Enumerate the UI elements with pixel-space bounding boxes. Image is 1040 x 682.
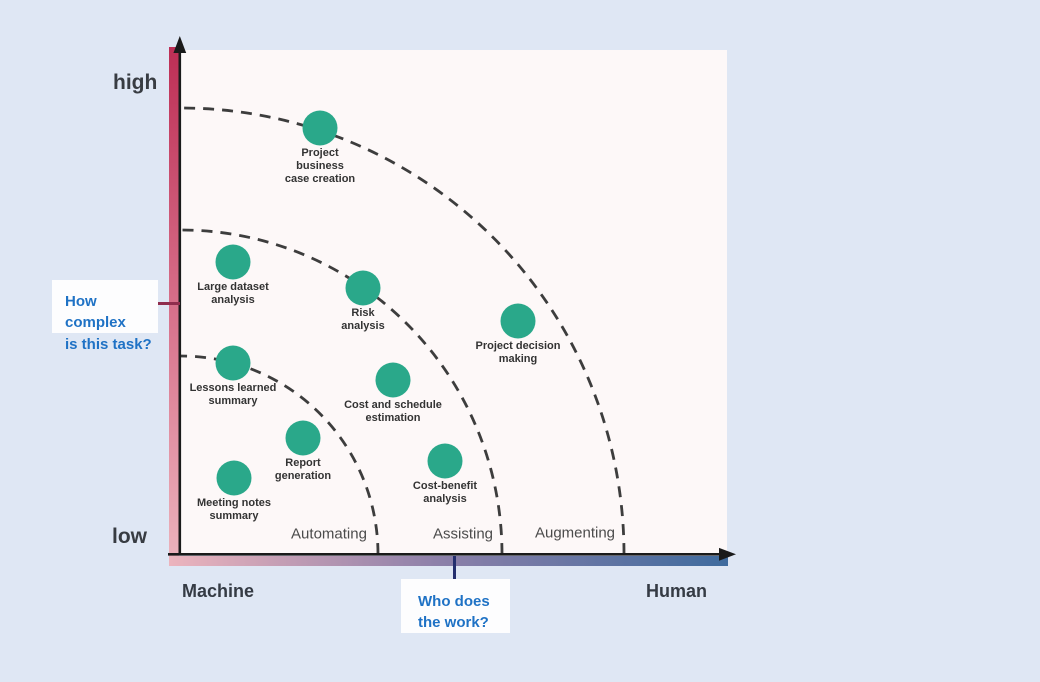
y-axis-question-callout: How complex is this task?: [52, 280, 158, 353]
x-axis-human-label: Human: [646, 581, 708, 601]
task-label: Risk analysis: [341, 307, 385, 333]
y-axis-low-label: low: [112, 525, 147, 548]
task-label: Project business case creation: [284, 147, 356, 186]
task-label: Report generation: [274, 457, 332, 483]
zone-label: Automating: [291, 525, 367, 543]
x-axis-machine-label: Machine: [182, 581, 255, 601]
task-label: Project decision making: [475, 340, 561, 366]
task-dot: [427, 443, 463, 479]
y-axis-question-tick: [157, 301, 180, 305]
zone-label: Augmenting: [534, 524, 616, 542]
task-dot: [375, 362, 411, 398]
task-label: Large dataset analysis: [197, 281, 269, 307]
x-axis-gradient-band: [168, 555, 728, 566]
x-axis-question-callout: Who does the work?: [401, 579, 510, 633]
y-axis-gradient-band: [168, 47, 179, 565]
task-dot: [215, 345, 251, 381]
task-label: Cost-benefit analysis: [412, 480, 478, 506]
task-label: Meeting notes summary: [197, 497, 271, 523]
task-label: Cost and schedule estimation: [344, 399, 442, 425]
y-axis-high-label: high: [113, 71, 158, 94]
task-label: Lessons learned summary: [189, 382, 277, 408]
task-dot: [345, 270, 381, 306]
task-dot: [285, 420, 321, 456]
task-dot: [216, 460, 252, 496]
task-dot: [500, 303, 536, 339]
zone-label: Assisting: [432, 525, 494, 543]
task-dot: [215, 244, 251, 280]
x-axis-question-tick: [452, 556, 456, 579]
task-dot: [302, 110, 338, 146]
